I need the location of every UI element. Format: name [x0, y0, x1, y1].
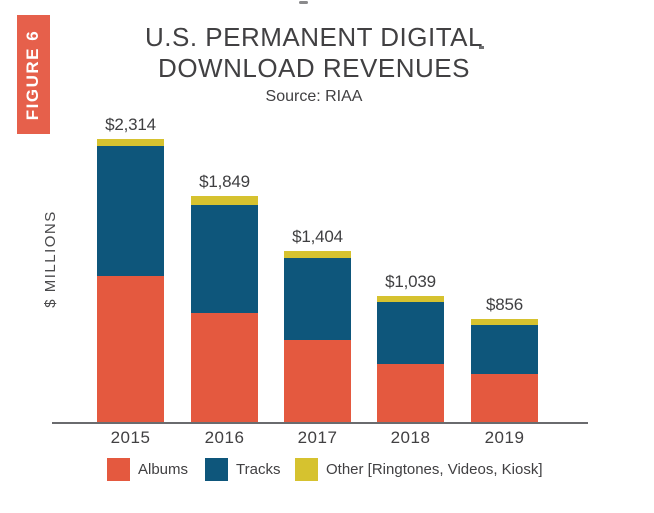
x-tick-label-2016: 2016 — [204, 428, 245, 447]
bar-segment-albums-2019 — [471, 374, 538, 424]
bar-segment-other-2018 — [377, 296, 444, 302]
total-label-2015: $2,314 — [105, 114, 156, 134]
chart-title-line-1: U.S. PERMANENT DIGITAL — [145, 22, 483, 52]
total-label-2016: $1,849 — [199, 172, 250, 192]
chart-title-line-2: DOWNLOAD REVENUES — [158, 53, 470, 83]
legend-swatch-other — [295, 458, 318, 481]
legend-swatch-tracks — [205, 458, 228, 481]
x-tick-label-2018: 2018 — [390, 428, 431, 447]
bar-segment-tracks-2015 — [97, 145, 164, 276]
chart-source: Source: RIAA — [265, 88, 363, 105]
figure-badge: FIGURE 6 — [17, 15, 50, 134]
bar-segment-albums-2015 — [97, 275, 164, 424]
bar-2017 — [284, 251, 351, 424]
bar-segment-other-2019 — [471, 318, 538, 325]
legend-label-albums: Albums — [138, 461, 189, 478]
total-label-2019: $856 — [485, 294, 524, 314]
legend-item-other: Other [Ringtones, Videos, Kiosk] — [295, 458, 543, 481]
total-label-2017: $1,404 — [292, 227, 343, 247]
x-axis-line — [52, 422, 588, 424]
x-tick-label-2017: 2017 — [297, 428, 338, 447]
scan-artifact-top — [299, 1, 308, 4]
bar-2019 — [471, 318, 538, 424]
y-axis-label: $ MILLIONS — [42, 210, 59, 308]
bar-segment-tracks-2017 — [284, 258, 351, 340]
bar-2016 — [191, 196, 258, 424]
chart-title-block: U.S. PERMANENT DIGITAL DOWNLOAD REVENUES… — [0, 22, 628, 106]
bar-segment-other-2017 — [284, 251, 351, 259]
legend-label-other: Other [Ringtones, Videos, Kiosk] — [326, 461, 543, 478]
bar-segment-other-2015 — [97, 138, 164, 146]
legend-swatch-albums — [107, 458, 130, 481]
legend-item-albums: Albums — [107, 458, 188, 481]
bar-segment-tracks-2019 — [471, 324, 538, 375]
bar-2018 — [377, 296, 444, 424]
scan-artifact-right — [479, 46, 484, 49]
bar-segment-tracks-2018 — [377, 302, 444, 364]
total-label-2018: $1,039 — [385, 272, 436, 291]
bar-2015 — [97, 138, 164, 424]
bar-segment-tracks-2016 — [191, 205, 258, 313]
legend-item-tracks: Tracks — [205, 458, 280, 481]
x-tick-label-2015: 2015 — [110, 428, 151, 447]
bar-segment-albums-2016 — [191, 312, 258, 424]
bar-segment-albums-2017 — [284, 339, 351, 424]
x-tick-label-2019: 2019 — [484, 428, 525, 447]
bar-segment-albums-2018 — [377, 364, 444, 424]
bar-segment-other-2016 — [191, 196, 258, 206]
legend-label-tracks: Tracks — [236, 461, 281, 478]
